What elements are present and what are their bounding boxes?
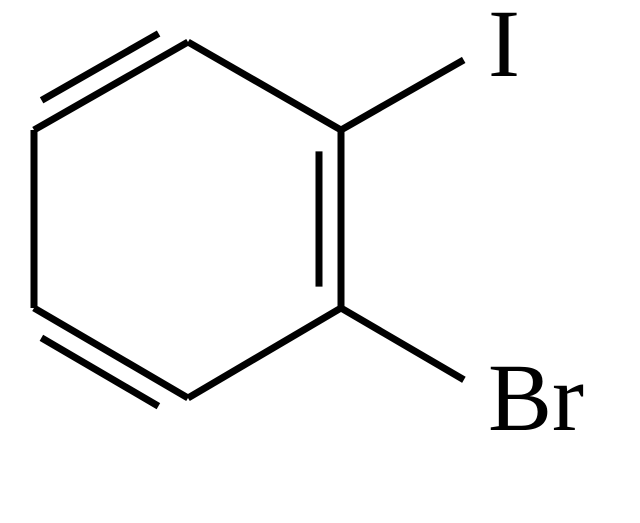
- bond-C2-C3: [188, 308, 341, 398]
- molecule-diagram: I Br: [0, 0, 640, 523]
- bond-C3-C4: [34, 308, 188, 398]
- bond-C5-C6: [34, 42, 188, 130]
- bond-C2-Br: [341, 308, 464, 380]
- bonds-group: [34, 34, 464, 407]
- atom-label-i: I: [488, 0, 520, 97]
- bond-C1-I: [341, 60, 464, 130]
- atom-label-br: Br: [488, 344, 584, 451]
- bond-C6-C1: [188, 42, 341, 130]
